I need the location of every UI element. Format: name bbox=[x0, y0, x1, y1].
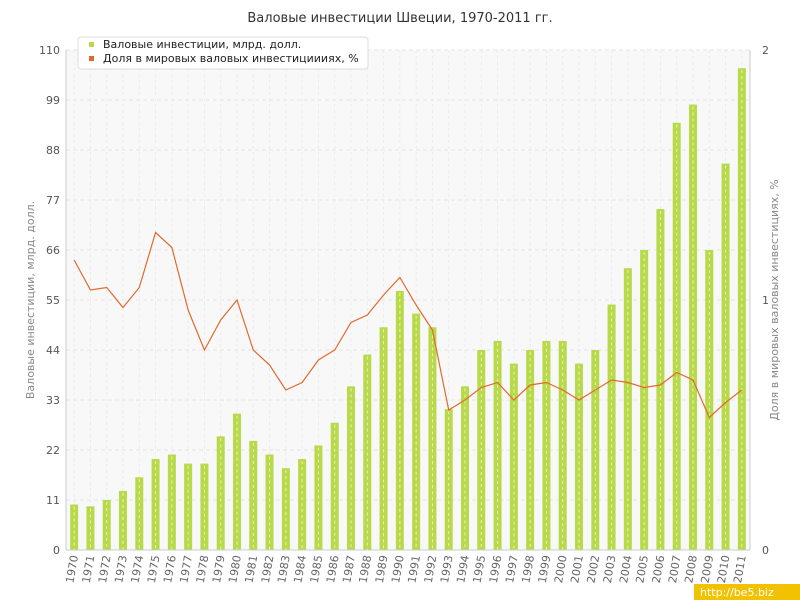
y-tick-label: 11 bbox=[46, 494, 60, 507]
x-tick-label: 1989 bbox=[373, 554, 391, 584]
x-tick-label: 1994 bbox=[454, 554, 472, 584]
x-tick-label: 1979 bbox=[210, 554, 228, 584]
y2-tick-label: 0 bbox=[762, 544, 769, 557]
line-series bbox=[73, 231, 743, 419]
x-tick-label: 1987 bbox=[340, 554, 358, 584]
y-tick-label: 77 bbox=[46, 194, 60, 207]
bar bbox=[184, 463, 193, 550]
bar bbox=[689, 104, 697, 550]
x-tick-label: 2004 bbox=[617, 554, 635, 584]
x-tick-label: 1993 bbox=[438, 554, 456, 584]
y-tick-label: 55 bbox=[46, 294, 60, 307]
x-tick-label: 1983 bbox=[275, 554, 293, 584]
x-tick-label: 1974 bbox=[129, 554, 147, 584]
y-tick-label: 66 bbox=[46, 244, 60, 257]
y-tick-label: 0 bbox=[53, 544, 60, 557]
x-tick-label: 1977 bbox=[177, 554, 195, 584]
x-tick-label: 1981 bbox=[243, 554, 261, 584]
x-tick-label: 1995 bbox=[471, 554, 489, 584]
x-tick-label: 1988 bbox=[357, 554, 375, 584]
bar bbox=[721, 163, 730, 551]
x-tick-label: 1997 bbox=[503, 554, 521, 584]
x-tick-label: 1984 bbox=[291, 554, 309, 584]
x-tick-label: 1986 bbox=[324, 554, 342, 584]
x-tick-label: 1996 bbox=[487, 554, 505, 584]
share-line bbox=[73, 231, 743, 419]
x-tick-label: 2001 bbox=[568, 554, 586, 584]
legend[interactable]: Валовые инвестиции, млрд. долл. Доля в м… bbox=[77, 36, 369, 70]
bar bbox=[167, 454, 176, 550]
chart-title: Валовые инвестиции Швеции, 1970-2011 гг. bbox=[247, 11, 552, 26]
x-tick-label: 1970 bbox=[63, 554, 81, 584]
x-tick-label: 1998 bbox=[519, 554, 537, 584]
x-tick-label: 1991 bbox=[405, 554, 423, 584]
x-ticks: 1970197119721973197419751976197719781979… bbox=[63, 554, 748, 584]
x-tick-label: 1990 bbox=[389, 554, 407, 584]
bar bbox=[200, 463, 209, 550]
bar bbox=[119, 490, 127, 550]
x-tick-label: 2006 bbox=[650, 554, 668, 584]
y2-tick-label: 2 bbox=[762, 44, 769, 57]
bar bbox=[135, 477, 144, 550]
bar bbox=[705, 250, 714, 550]
x-tick-label: 1976 bbox=[161, 554, 179, 584]
x-tick-label: 2000 bbox=[552, 554, 570, 584]
y-tick-label: 33 bbox=[46, 394, 60, 407]
y2-axis-label: Доля в мировых валовых инвестициях, % bbox=[768, 179, 781, 420]
bar bbox=[363, 354, 372, 550]
x-tick-label: 2008 bbox=[682, 554, 700, 584]
bar bbox=[249, 440, 258, 550]
legend-label-line: Доля в мировых валовых инвестициииях, % bbox=[103, 52, 359, 65]
x-tick-label: 2010 bbox=[715, 554, 733, 584]
y-tick-label: 99 bbox=[46, 94, 60, 107]
watermark[interactable]: http://be5.biz bbox=[700, 586, 774, 599]
x-tick-label: 2007 bbox=[666, 554, 684, 584]
y-tick-label: 88 bbox=[46, 144, 60, 157]
x-tick-label: 1978 bbox=[194, 554, 212, 584]
x-tick-label: 1999 bbox=[536, 554, 554, 584]
y-ticks-left: 0 11 22 33 44 55 66 77 88 99 110 bbox=[39, 44, 60, 557]
bar-series bbox=[70, 68, 746, 551]
bar bbox=[640, 250, 649, 550]
watermark-bg bbox=[694, 584, 800, 600]
legend-marker-line bbox=[89, 56, 94, 61]
y-tick-label: 110 bbox=[39, 44, 60, 57]
y2-tick-label: 1 bbox=[762, 294, 769, 307]
y-tick-label: 44 bbox=[46, 344, 60, 357]
y-tick-label: 22 bbox=[46, 444, 60, 457]
x-tick-label: 2005 bbox=[633, 554, 651, 584]
x-tick-label: 2003 bbox=[601, 554, 619, 584]
x-tick-label: 1971 bbox=[80, 554, 98, 584]
x-tick-label: 2002 bbox=[585, 554, 603, 584]
x-tick-label: 1975 bbox=[145, 554, 163, 584]
x-tick-label: 1980 bbox=[226, 554, 244, 584]
bar bbox=[102, 500, 111, 550]
x-tick-label: 2009 bbox=[699, 554, 717, 584]
legend-label-bars: Валовые инвестиции, млрд. долл. bbox=[103, 38, 301, 51]
bar bbox=[737, 68, 746, 550]
x-tick-label: 1982 bbox=[259, 554, 277, 584]
x-tick-label: 1973 bbox=[112, 554, 130, 584]
x-tick-label: 1992 bbox=[422, 554, 440, 584]
legend-box bbox=[77, 36, 369, 70]
y-ticks-right: 0 1 2 bbox=[762, 44, 769, 557]
bar bbox=[265, 454, 274, 550]
legend-marker-bars bbox=[89, 42, 94, 47]
x-tick-label: 1972 bbox=[96, 554, 114, 584]
y-axis-label: Валовые инвестиции, млрд. долл. bbox=[24, 201, 37, 399]
x-tick-label: 2011 bbox=[731, 554, 749, 584]
x-tick-label: 1985 bbox=[308, 554, 326, 584]
